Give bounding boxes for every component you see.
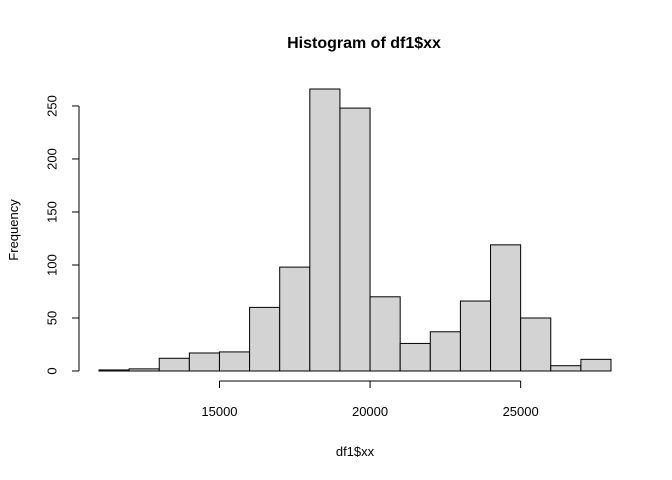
histogram-bar: [279, 266, 311, 372]
x-axis: 15000 20000 25000: [201, 380, 539, 419]
histogram-bar: [128, 368, 160, 372]
y-tick-label: 150: [45, 201, 60, 223]
x-tick-label: 25000: [503, 404, 539, 419]
histogram-bar: [98, 369, 130, 372]
histogram-bar: [490, 244, 522, 372]
histogram-bar: [249, 306, 281, 372]
x-axis-label: df1$xx: [336, 444, 375, 459]
y-tick-label: 250: [45, 95, 60, 117]
histogram-bar: [459, 300, 492, 372]
histogram-bar: [218, 351, 251, 372]
histogram-bar: [550, 365, 582, 372]
y-tick-label: 50: [45, 311, 60, 325]
y-axis: 0 50 100 150 200 250: [45, 95, 80, 375]
histogram-bar: [429, 331, 461, 372]
y-tick-label: 0: [45, 367, 60, 374]
histogram-bar: [339, 107, 371, 372]
chart-title: Histogram of df1$xx: [287, 35, 441, 52]
histogram-bar: [399, 342, 431, 372]
y-axis-label: Frequency: [6, 199, 21, 261]
histogram-bar: [188, 352, 220, 372]
x-tick-label: 15000: [201, 404, 237, 419]
histogram-bar: [158, 357, 190, 372]
histogram-bar: [580, 358, 612, 372]
y-tick-label: 200: [45, 148, 60, 170]
histogram-bar: [520, 317, 552, 372]
histogram-bar: [309, 88, 341, 372]
x-tick-label: 20000: [352, 404, 388, 419]
bars-group: [98, 88, 612, 372]
histogram-bar: [369, 296, 401, 372]
y-tick-label: 100: [45, 254, 60, 276]
